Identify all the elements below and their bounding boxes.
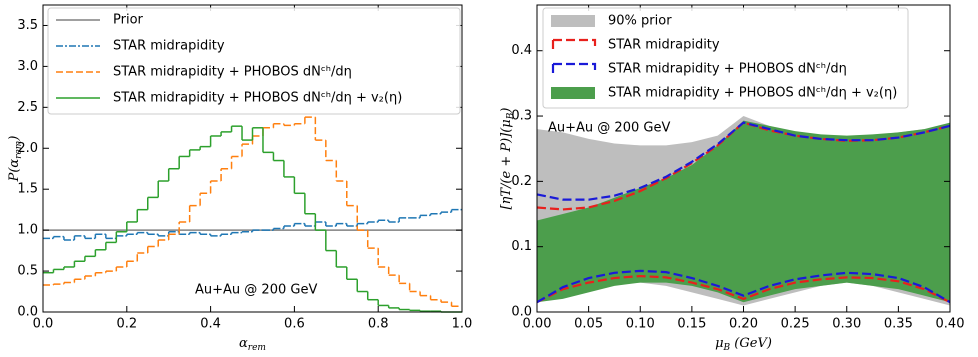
y-axis-label-sub: rem [14, 141, 24, 159]
y-tick-label: 0.0 [17, 305, 38, 320]
x-tick-label: 0.15 [677, 317, 706, 332]
x-axis-label: αrem [239, 336, 266, 353]
y-axis-label: [ηT/(e + P)](μB) [499, 108, 516, 210]
y-tick-label: 0.4 [511, 43, 532, 58]
legend-label: STAR midrapidity + PHOBOS dNᶜʰ/dη [608, 62, 847, 77]
y-axis-label-end: ) [499, 108, 514, 114]
x-axis-label: μB (GeV) [715, 336, 772, 353]
x-axis-label-sub: rem [248, 343, 266, 353]
legend-label: STAR midrapidity [608, 38, 720, 53]
y-tick-label: 0.0 [511, 305, 532, 320]
x-tick-label: 1.0 [452, 317, 473, 332]
y-tick-label: 3.0 [17, 59, 38, 74]
y-axis-label-main: [ηT/(e + P)](μ [499, 119, 514, 209]
x-tick-label: 0.25 [781, 317, 810, 332]
y-axis-label-main: P(α [7, 159, 22, 183]
x-tick-label: 0.20 [729, 317, 758, 332]
y-tick-label: 1.5 [17, 182, 38, 197]
legend-label: Prior [113, 13, 144, 28]
legend-label: STAR midrapidity + PHOBOS dNᶜʰ/dη + v₂(η… [113, 91, 402, 106]
x-axis-label-main: μ [715, 336, 723, 351]
y-tick-label: 0.3 [511, 109, 532, 124]
x-tick-label: 0.6 [284, 317, 305, 332]
y-tick-label: 1.0 [17, 223, 38, 238]
x-tick-label: 0.4 [200, 317, 221, 332]
legend-swatch [551, 87, 595, 99]
plot-frame [42, 4, 463, 313]
annotation: Au+Au @ 200 GeV [195, 283, 317, 298]
x-axis-label-end: (GeV) [730, 336, 772, 351]
legend-label: STAR midrapidity + PHOBOS dNᶜʰ/dη [113, 65, 352, 80]
x-axis-label-main: α [239, 336, 248, 351]
x-tick-label: 0.2 [116, 317, 137, 332]
legend-label: STAR midrapidity + PHOBOS dNᶜʰ/dη + v₂(η… [608, 86, 897, 101]
legend-label: 90% prior [608, 14, 672, 29]
legend-label: STAR midrapidity [113, 39, 225, 54]
y-axis-label-sub: B [506, 112, 516, 120]
y-tick-label: 0.2 [511, 174, 532, 189]
x-tick-label: 0.8 [368, 317, 389, 332]
dashed-line [536, 269, 951, 304]
x-tick-label: 0.05 [574, 317, 603, 332]
y-tick-label: 0.1 [511, 239, 532, 254]
legend-swatch [551, 15, 595, 27]
x-tick-label: 0.35 [884, 317, 913, 332]
legend-box [542, 7, 909, 109]
y-tick-label: 2.0 [17, 141, 38, 156]
y-tick-label: 3.5 [17, 18, 38, 33]
dashed-line [536, 121, 951, 201]
legend-swatch [551, 38, 597, 50]
x-tick-label: 0.00 [523, 317, 552, 332]
x-tick-label: 0.10 [626, 317, 655, 332]
y-tick-label: 0.5 [17, 264, 38, 279]
y-tick-label: 2.5 [17, 100, 38, 115]
annotation: Au+Au @ 200 GeV [548, 121, 670, 136]
x-tick-label: 0.0 [33, 317, 54, 332]
legend-box [47, 7, 461, 115]
x-tick-label: 0.30 [832, 317, 861, 332]
band [537, 120, 950, 303]
x-tick-label: 0.40 [936, 317, 965, 332]
y-axis-label: P(αrem) [7, 136, 24, 183]
x-axis-label-sub: B [723, 343, 731, 353]
y-axis-label-end: ) [7, 136, 22, 142]
legend-swatch [551, 62, 597, 74]
dashed-line [536, 274, 951, 304]
